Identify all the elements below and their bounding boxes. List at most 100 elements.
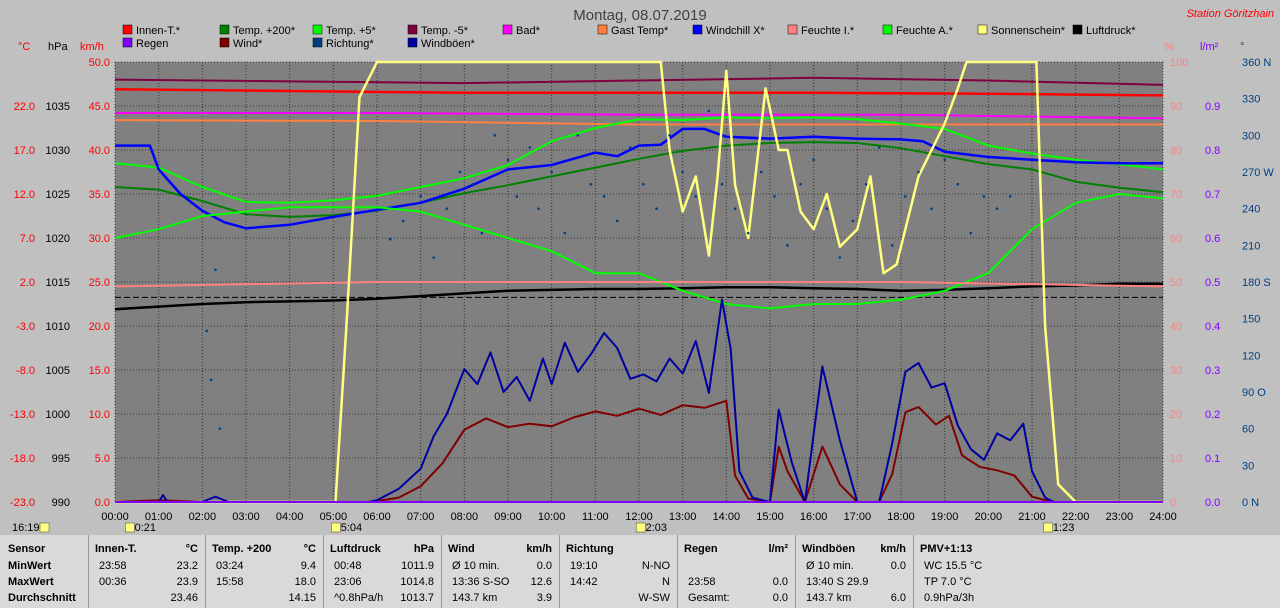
series-point-richtung [812, 158, 815, 162]
series-point-richtung [563, 231, 567, 235]
stats-cell-value: 0.0 [772, 576, 788, 588]
stats-cell-value: 23.46 [170, 592, 198, 604]
stats-cell-time: 00:48 [334, 560, 362, 572]
rain-tick-label: 0.2 [1205, 409, 1220, 421]
temp-tick-label: -23.0 [10, 497, 35, 509]
temp-tick-label: -8.0 [16, 365, 35, 377]
sun-event-label: 05:04 [335, 522, 363, 534]
direction-tick-label: 30 [1242, 460, 1254, 472]
series-point-richtung [720, 182, 724, 186]
series-point-richtung [956, 182, 960, 186]
x-tick-label: 17:00 [844, 511, 872, 523]
wind-tick-label: 35.0 [89, 189, 110, 201]
pressure-tick-label: 1015 [46, 277, 70, 289]
stats-cell-value: 18.0 [294, 576, 316, 588]
series-point-richtung [218, 427, 222, 430]
temp-tick-label: 12.0 [14, 189, 35, 201]
stats-column-title: PMV+1:13 [920, 543, 973, 555]
stats-column-title: Richtung [566, 543, 614, 555]
x-tick-label: 06:00 [363, 511, 391, 523]
legend-swatch [787, 24, 798, 35]
stats-column-title: Regen [684, 543, 718, 555]
legend-label: Windböen* [421, 38, 476, 50]
series-point-richtung [995, 207, 999, 210]
rain-tick-label: 0.3 [1205, 365, 1220, 377]
x-tick-label: 16:00 [800, 511, 828, 523]
series-point-richtung [969, 231, 973, 235]
stats-column-unit: l/m² [768, 543, 788, 555]
direction-tick-label: 90 O [1242, 387, 1266, 399]
series-point-richtung [209, 378, 213, 382]
stats-cell-time: 143.7 km [806, 592, 852, 604]
legend-swatch [692, 24, 703, 35]
series-point-richtung [799, 182, 802, 186]
legend-swatch [407, 37, 418, 48]
stats-cell-time: 19:10 [570, 560, 598, 572]
series-point-richtung [401, 219, 405, 223]
stats-label-max: MaxWert [8, 576, 54, 588]
stats-cell-value: 0.0 [772, 592, 788, 604]
legend-label: Richtung* [326, 38, 374, 50]
series-point-richtung [759, 170, 763, 174]
unit-wind: km/h [80, 41, 104, 53]
series-point-richtung [388, 237, 392, 241]
stats-column-title: Wind [448, 543, 475, 555]
sun-event-label: 16:19 [12, 522, 40, 534]
series-line-gast-temp [114, 119, 1163, 126]
statistics-panel: Sensor MinWert MaxWert Durchschnitt Inne… [0, 535, 1280, 608]
stats-cell-value: 0.0 [536, 560, 552, 572]
pressure-tick-label: 1005 [46, 365, 70, 377]
series-point-richtung [1008, 195, 1012, 198]
rain-tick-label: 0.0 [1205, 497, 1220, 509]
series-line-temp-5 [114, 76, 1164, 86]
direction-tick-label: 300 [1242, 130, 1260, 142]
series-point-richtung [851, 219, 855, 223]
humidity-tick-label: 30 [1170, 365, 1182, 377]
wind-tick-label: 50.0 [89, 57, 110, 69]
rain-tick-label: 0.5 [1205, 277, 1220, 289]
x-tick-label: 07:00 [407, 511, 435, 523]
series-point-richtung [733, 207, 737, 210]
stats-cell-time: 23:06 [334, 576, 362, 588]
series-line-temp-200 [114, 141, 1164, 218]
stats-cell-value: N-NO [641, 560, 670, 572]
series-point-richtung [655, 207, 658, 210]
unit-temp: °C [18, 41, 30, 53]
x-tick-label: 19:00 [931, 511, 959, 523]
series-line-feuchte-a [114, 193, 1164, 310]
temp-tick-label: -18.0 [10, 453, 35, 465]
stats-column-unit: km/h [526, 543, 552, 555]
rain-tick-label: 0.9 [1205, 101, 1220, 113]
x-tick-label: 08:00 [451, 511, 479, 523]
series-line-bad [115, 112, 1164, 120]
wind-tick-label: 45.0 [89, 101, 110, 113]
stats-cell-value: W-SW [638, 592, 670, 604]
humidity-tick-label: 70 [1170, 189, 1182, 201]
series-point-richtung [628, 146, 632, 149]
series-point-richtung [877, 146, 881, 149]
series-point-richtung [515, 195, 519, 198]
pressure-tick-label: 1030 [46, 145, 70, 157]
rain-tick-label: 0.7 [1205, 189, 1220, 201]
stats-column-temp-200: Temp. +200 °C 03:24 9.4 15:58 18.0 14.15 [205, 535, 324, 608]
series-point-richtung [458, 170, 462, 174]
stats-cell-value: 1013.7 [400, 592, 434, 604]
series-point-richtung [537, 207, 540, 210]
stats-cell-time: 0.9hPa/3h [924, 592, 975, 604]
stats-cell-time: 00:36 [99, 576, 127, 588]
series-line-luftdruck [114, 282, 1163, 311]
series-point-richtung [917, 170, 920, 174]
series-point-richtung [432, 256, 436, 259]
stats-label-avg: Durchschnitt [8, 592, 76, 604]
legend-swatch [502, 24, 513, 35]
rain-tick-label: 0.1 [1205, 453, 1220, 465]
legend-swatch [882, 24, 893, 35]
legend-label: Temp. -5* [421, 25, 469, 37]
pressure-tick-label: 1025 [46, 189, 70, 201]
pressure-tick-label: 995 [52, 453, 70, 465]
series-point-richtung [668, 134, 671, 137]
direction-tick-label: 360 N [1242, 57, 1271, 69]
series-point-richtung [528, 146, 532, 149]
series-point-richtung [205, 329, 208, 333]
direction-tick-label: 270 W [1242, 167, 1274, 179]
